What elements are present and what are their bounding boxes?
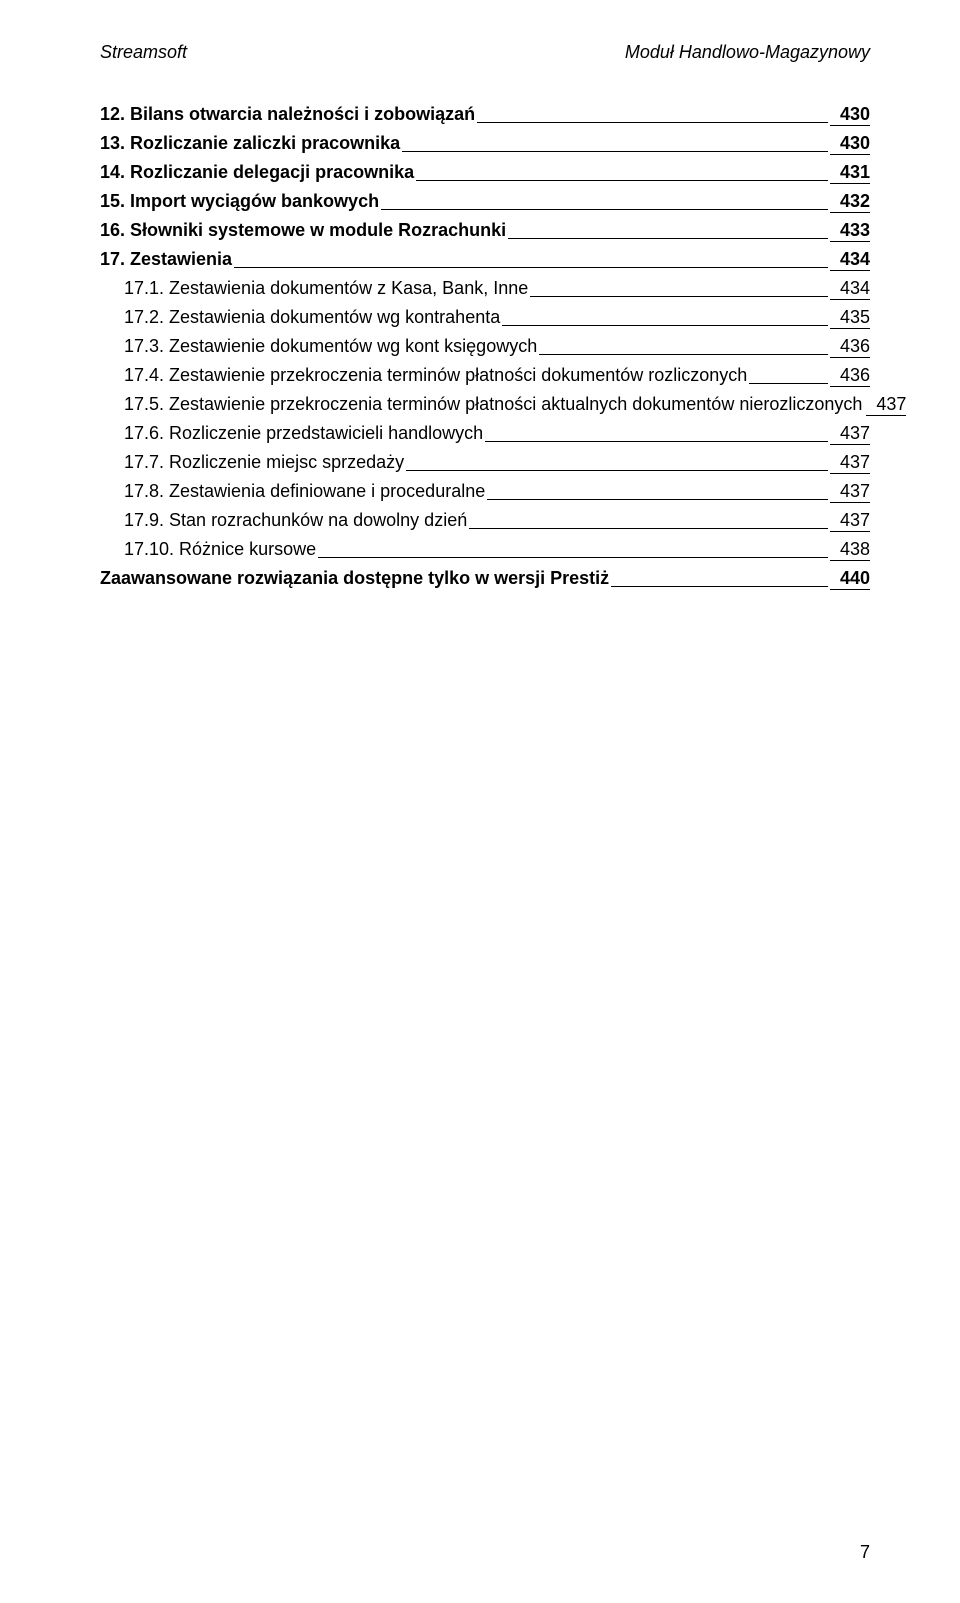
toc-entry-label: 17.9. Stan rozrachunków na dowolny dzień — [124, 511, 467, 532]
toc-entry: 17.1. Zestawienia dokumentów z Kasa, Ban… — [124, 271, 870, 300]
toc-entry-label: 17.10. Różnice kursowe — [124, 540, 316, 561]
toc-entry: 14. Rozliczanie delegacji pracownika 431 — [100, 155, 870, 184]
toc-leader-line — [477, 105, 828, 123]
toc-entry: 13. Rozliczanie zaliczki pracownika 430 — [100, 126, 870, 155]
toc-leader-line — [234, 250, 828, 268]
toc-leader-line — [318, 540, 828, 558]
toc-leader-line — [469, 511, 828, 529]
toc-leader-line — [487, 482, 828, 500]
page-number: 7 — [860, 1542, 870, 1563]
toc-entry: 17.4. Zestawienie przekroczenia terminów… — [124, 358, 870, 387]
toc-entry-page: 430 — [830, 134, 870, 155]
toc-leader-line — [539, 337, 828, 355]
toc-entry: Zaawansowane rozwiązania dostępne tylko … — [100, 561, 870, 590]
toc-entry-page: 432 — [830, 192, 870, 213]
toc-leader-line — [502, 308, 828, 326]
toc-entry-label: Zaawansowane rozwiązania dostępne tylko … — [100, 569, 609, 590]
toc-leader-line — [508, 221, 828, 239]
toc-leader-line — [416, 163, 828, 181]
toc-entry: 17.9. Stan rozrachunków na dowolny dzień… — [124, 503, 870, 532]
toc-leader-line — [406, 453, 828, 471]
toc-entry-label: 13. Rozliczanie zaliczki pracownika — [100, 134, 400, 155]
toc-entry: 17. Zestawienia 434 — [100, 242, 870, 271]
toc-entry-label: 12. Bilans otwarcia należności i zobowią… — [100, 105, 475, 126]
toc-entry-label: 14. Rozliczanie delegacji pracownika — [100, 163, 414, 184]
toc-entry-page: 437 — [830, 453, 870, 474]
toc-leader-line — [611, 569, 828, 587]
toc-entry-label: 16. Słowniki systemowe w module Rozrachu… — [100, 221, 506, 242]
toc-entry-page: 433 — [830, 221, 870, 242]
toc-entry-label: 17.2. Zestawienia dokumentów wg kontrahe… — [124, 308, 500, 329]
toc-entry: 17.10. Różnice kursowe 438 — [124, 532, 870, 561]
header-right: Moduł Handlowo-Magazynowy — [625, 42, 870, 63]
header-left: Streamsoft — [100, 42, 187, 63]
toc-entry: 17.2. Zestawienia dokumentów wg kontrahe… — [124, 300, 870, 329]
toc-entry-page: 437 — [830, 424, 870, 445]
toc-entry-page: 434 — [830, 250, 870, 271]
toc-leader-line — [530, 279, 828, 297]
toc-entry: 17.5. Zestawienie przekroczenia terminów… — [124, 387, 870, 416]
table-of-contents: 12. Bilans otwarcia należności i zobowią… — [100, 97, 870, 590]
page-header: Streamsoft Moduł Handlowo-Magazynowy — [100, 42, 870, 63]
toc-leader-line — [381, 192, 828, 210]
toc-entry-label: 17.8. Zestawienia definiowane i procedur… — [124, 482, 485, 503]
toc-entry-page: 431 — [830, 163, 870, 184]
toc-leader-line — [749, 366, 828, 384]
toc-entry-page: 430 — [830, 105, 870, 126]
toc-entry-label: 17.5. Zestawienie przekroczenia terminów… — [124, 395, 862, 416]
toc-entry-label: 17.4. Zestawienie przekroczenia terminów… — [124, 366, 747, 387]
toc-entry-label: 17.7. Rozliczenie miejsc sprzedaży — [124, 453, 404, 474]
toc-entry-page: 440 — [830, 569, 870, 590]
toc-entry-page: 437 — [830, 511, 870, 532]
toc-entry-page: 436 — [830, 337, 870, 358]
toc-entry-page: 434 — [830, 279, 870, 300]
toc-entry: 17.6. Rozliczenie przedstawicieli handlo… — [124, 416, 870, 445]
document-page: Streamsoft Moduł Handlowo-Magazynowy 12.… — [0, 0, 960, 1603]
toc-entry: 17.8. Zestawienia definiowane i procedur… — [124, 474, 870, 503]
toc-entry-page: 435 — [830, 308, 870, 329]
toc-entry-page: 436 — [830, 366, 870, 387]
toc-entry-label: 17.6. Rozliczenie przedstawicieli handlo… — [124, 424, 483, 445]
toc-entry-label: 17.3. Zestawienie dokumentów wg kont ksi… — [124, 337, 537, 358]
toc-entry-label: 17.1. Zestawienia dokumentów z Kasa, Ban… — [124, 279, 528, 300]
toc-entry-page: 438 — [830, 540, 870, 561]
toc-entry-page: 437 — [866, 395, 906, 416]
toc-entry-label: 17. Zestawienia — [100, 250, 232, 271]
toc-entry: 15. Import wyciągów bankowych 432 — [100, 184, 870, 213]
toc-entry: 17.7. Rozliczenie miejsc sprzedaży 437 — [124, 445, 870, 474]
toc-leader-line — [402, 134, 828, 152]
toc-entry-page: 437 — [830, 482, 870, 503]
toc-entry: 12. Bilans otwarcia należności i zobowią… — [100, 97, 870, 126]
toc-leader-line — [485, 424, 828, 442]
toc-entry: 16. Słowniki systemowe w module Rozrachu… — [100, 213, 870, 242]
toc-entry-label: 15. Import wyciągów bankowych — [100, 192, 379, 213]
toc-entry: 17.3. Zestawienie dokumentów wg kont ksi… — [124, 329, 870, 358]
